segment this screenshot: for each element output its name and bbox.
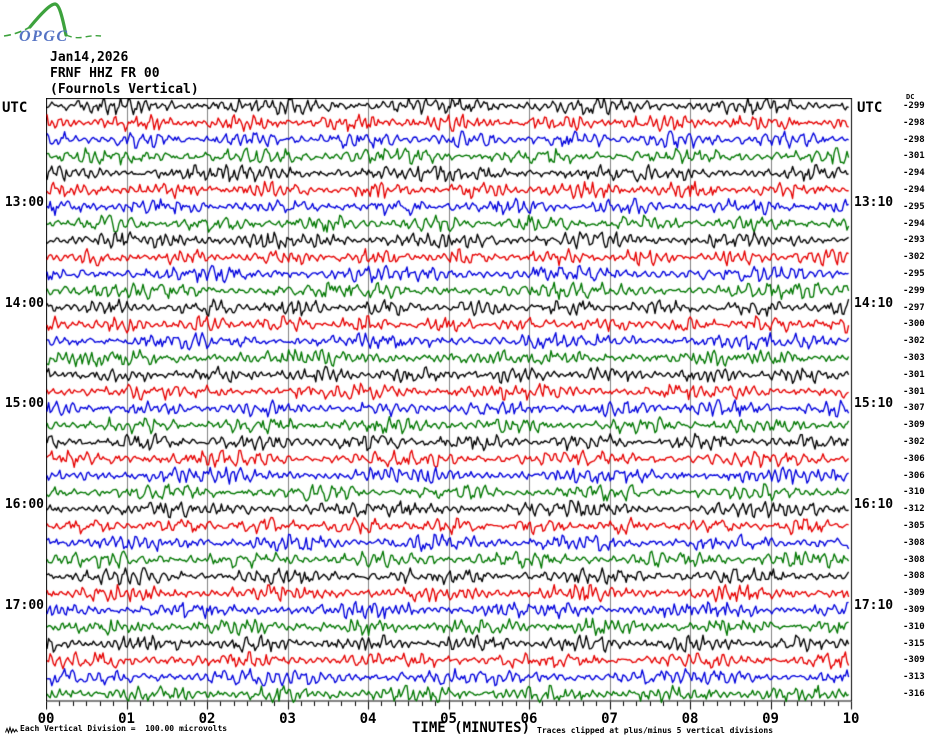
x-axis-tick-label: 01 [118, 711, 135, 727]
dc-offset-value: -308 [903, 554, 925, 565]
dc-offset-value: -293 [903, 235, 925, 246]
x-axis-title: TIME (MINUTES) [412, 720, 531, 736]
dc-offset-value: -301 [903, 386, 925, 397]
dc-offset-value: -316 [903, 689, 925, 699]
dc-offset-value: -305 [903, 521, 925, 531]
dc-offset-value: -298 [903, 117, 925, 128]
logo-curve-left-dash [3, 26, 31, 37]
dc-offset-value: -294 [903, 185, 925, 195]
dc-offset-value: -299 [903, 285, 925, 296]
dc-offset-value: -301 [903, 151, 925, 162]
dc-column-header: DC [906, 93, 915, 101]
utc-label-left: UTC [2, 100, 28, 116]
dc-offset-value: -306 [903, 470, 925, 481]
x-axis-tick-label: 03 [279, 711, 296, 727]
dc-offset-value: -307 [903, 403, 925, 414]
logo-curve-right-dash [65, 34, 102, 39]
dc-offset-value: -308 [903, 571, 925, 582]
opgc-logo: OPGC [3, 2, 102, 45]
x-axis-tick-label: 04 [359, 711, 377, 727]
dc-offset-value: -309 [903, 420, 925, 431]
left-time-label: 14:00 [4, 295, 44, 311]
dc-offset-value: -297 [903, 302, 925, 313]
clip-note: Traces clipped at plus/minus 5 vertical … [537, 726, 774, 735]
dc-offset-value: -309 [903, 605, 925, 615]
dc-offset-value: -312 [903, 504, 925, 515]
date-label: Jan14,2026 [50, 50, 129, 65]
mini-trace-icon [5, 725, 18, 735]
x-axis-tick-label: 07 [601, 711, 618, 727]
station-description: (Fournols Vertical) [50, 82, 199, 97]
dc-offset-value: -315 [903, 638, 925, 649]
dc-offset-value: -309 [903, 588, 925, 599]
left-time-label: 13:00 [4, 194, 44, 210]
dc-offset-value: -309 [903, 655, 925, 666]
right-time-label: 17:10 [854, 598, 894, 613]
dc-offset-value: -310 [903, 621, 925, 632]
dc-offset-value: -308 [903, 537, 925, 548]
x-axis-tick-label: 08 [681, 711, 699, 727]
x-axis-tick-label: 06 [520, 711, 538, 727]
dc-offset-value: -295 [903, 201, 925, 212]
seismogram-plot [46, 98, 853, 714]
dc-offset-value: -302 [903, 336, 925, 347]
x-axis-tick-label: 10 [842, 711, 860, 727]
dc-offset-value: -294 [903, 218, 925, 229]
x-axis-tick-label: 05 [440, 711, 457, 727]
dc-offset-value: -294 [903, 168, 925, 179]
dc-offset-value: -313 [903, 672, 925, 683]
x-axis-tick-label: 09 [762, 711, 779, 727]
x-axis-tick-label: 02 [198, 711, 216, 727]
right-time-label: 14:10 [854, 295, 894, 311]
left-time-label: 17:00 [4, 598, 44, 613]
vertical-scale-note: Each Vertical Division = 100.00 microvol… [20, 724, 228, 733]
station-label: FRNF HHZ FR 00 [50, 66, 160, 81]
dc-offset-value: -298 [903, 134, 925, 145]
left-time-label: 15:00 [4, 396, 44, 412]
right-time-label: 13:10 [854, 194, 894, 210]
dc-offset-value: -295 [903, 269, 925, 279]
dc-offset-value: -299 [903, 101, 925, 111]
dc-offset-value: -310 [903, 487, 925, 498]
right-time-label: 15:10 [854, 396, 894, 412]
left-time-label: 16:00 [4, 497, 44, 513]
right-time-label: 16:10 [854, 497, 894, 513]
logo-text: OPGC [19, 28, 69, 45]
utc-label-right: UTC [857, 100, 883, 116]
dc-offset-value: -301 [903, 369, 925, 380]
dc-offset-value: -303 [903, 353, 925, 363]
dc-offset-value: -302 [903, 252, 925, 263]
dc-offset-value: -300 [903, 319, 925, 330]
logo-peak-curve [28, 2, 68, 37]
dc-offset-value: -306 [903, 453, 925, 464]
dc-offset-value: -302 [903, 437, 925, 447]
x-axis-tick-label: 00 [37, 711, 55, 727]
